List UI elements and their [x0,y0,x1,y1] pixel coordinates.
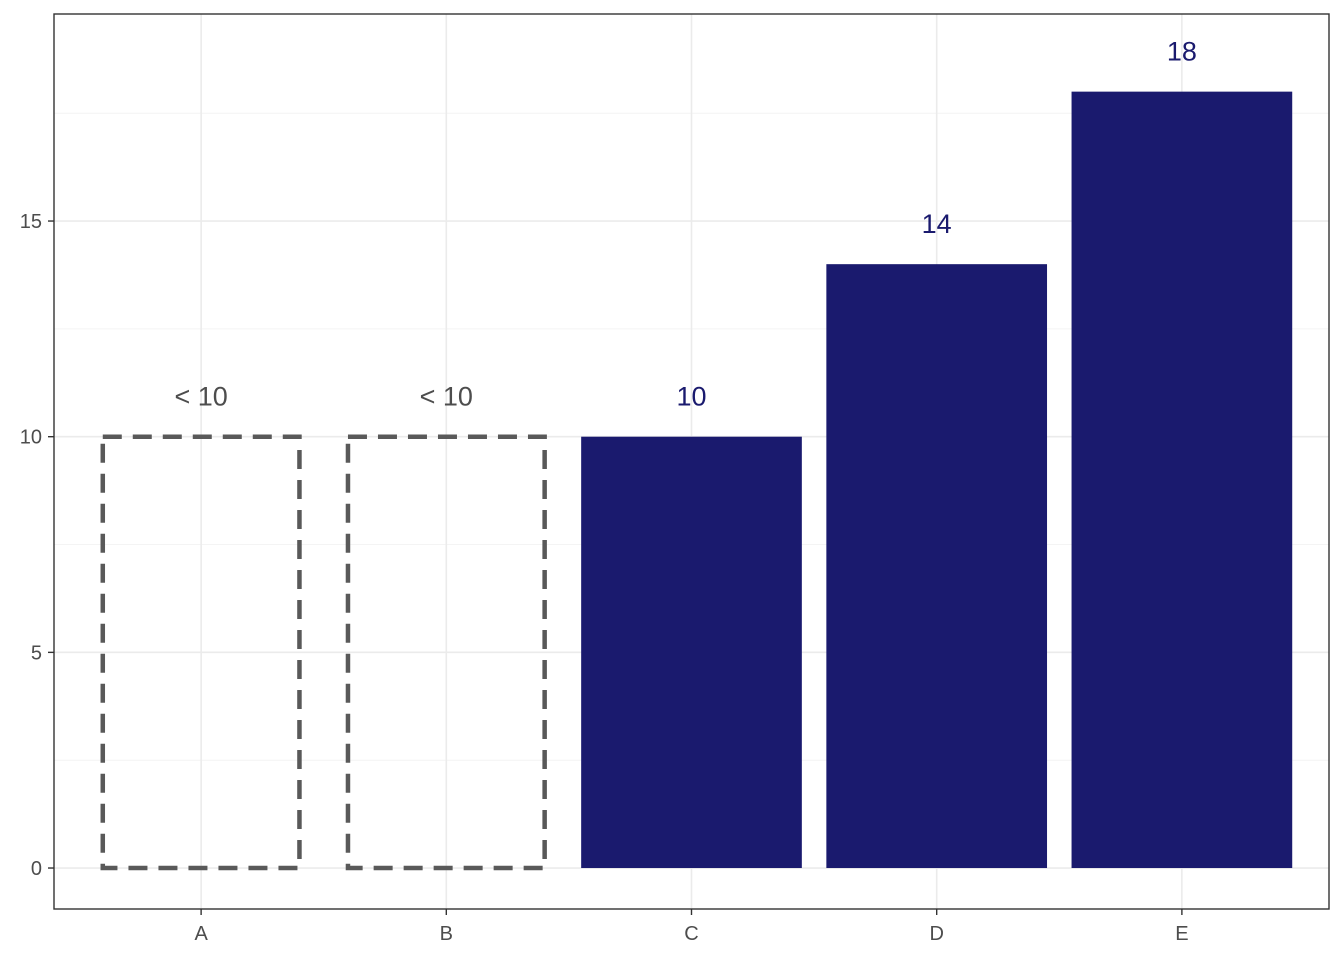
bar-suppressed [100,434,302,871]
bar [1071,91,1293,869]
y-axis: 0 5 10 15 [20,211,54,880]
x-axis: A B C D E [194,909,1189,945]
bar-suppressed [345,434,547,871]
bar-value-label: 18 [1167,37,1197,67]
x-tick-label: B [440,923,453,945]
y-tick-label: 5 [31,642,42,664]
x-tick-label: D [929,923,943,945]
x-tick-label: A [194,923,208,945]
y-tick-label: 0 [31,858,42,880]
bars-layer [100,91,1293,871]
bar-labels-layer: < 10 < 10 10 14 18 [174,37,1196,412]
bar-value-label: 14 [922,209,952,239]
y-tick-label: 15 [20,211,42,233]
x-tick-label: C [684,923,698,945]
y-tick-label: 10 [20,427,42,449]
x-tick-label: E [1175,923,1188,945]
bar [826,264,1048,869]
bar [581,436,802,869]
bar-value-label: 10 [676,382,706,412]
bar-value-label: < 10 [174,382,227,412]
bar-value-label: < 10 [420,382,473,412]
